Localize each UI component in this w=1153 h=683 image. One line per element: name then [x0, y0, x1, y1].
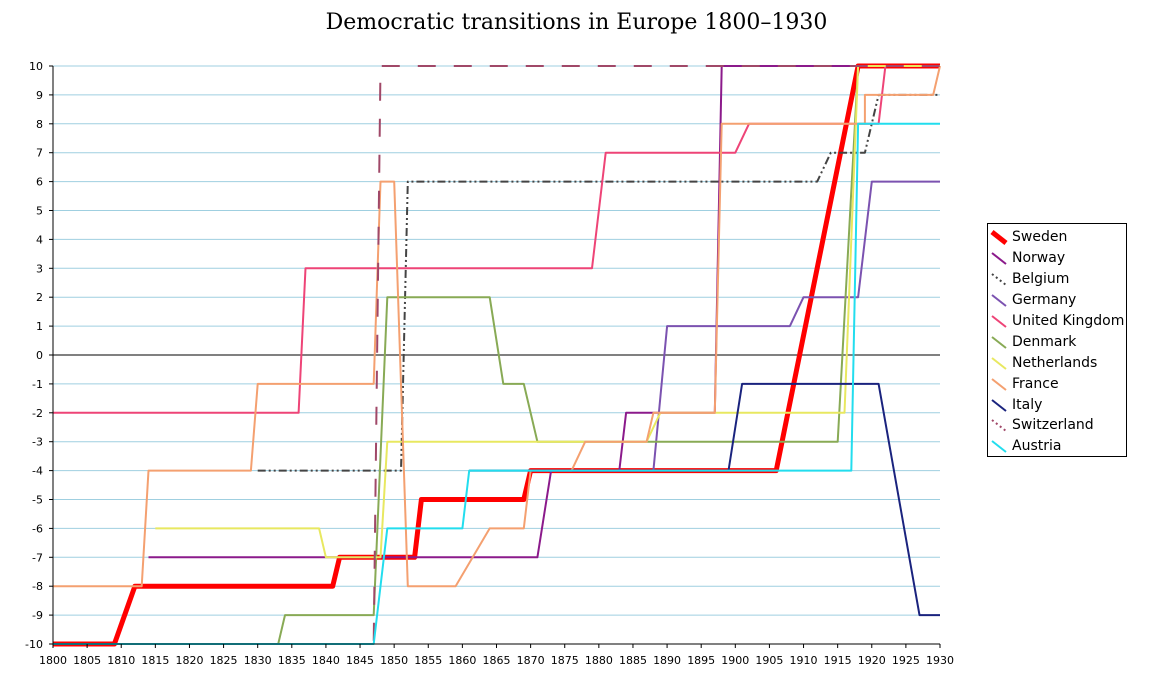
x-tick-label: 1900 — [721, 654, 749, 667]
legend-swatch — [991, 315, 1007, 328]
y-tick-label: 9 — [36, 89, 43, 102]
legend-swatch — [991, 419, 1007, 433]
legend-label: Norway — [1012, 250, 1066, 267]
y-tick-label: -3 — [32, 436, 43, 449]
series-line-denmark — [277, 65, 940, 645]
legend-label: France — [1012, 375, 1059, 392]
y-tick-label: 8 — [36, 118, 43, 131]
series-line-netherlands — [155, 65, 940, 559]
y-tick-label: -6 — [32, 522, 43, 535]
x-tick-label: 1820 — [175, 654, 203, 667]
y-tick-label: -4 — [32, 465, 43, 478]
series-line-united-kingdom — [53, 65, 940, 414]
legend-label: Belgium — [1012, 271, 1070, 288]
x-tick-label: 1880 — [585, 654, 613, 667]
y-tick-label: 4 — [36, 233, 43, 246]
series-line-austria — [53, 122, 940, 645]
x-tick-label: 1870 — [517, 654, 545, 667]
x-tick-label: 1895 — [687, 654, 715, 667]
legend-label: Switzerland — [1012, 417, 1094, 434]
series-line-norway — [148, 65, 940, 559]
x-tick-label: 1840 — [312, 654, 340, 667]
x-tick-label: 1860 — [448, 654, 476, 667]
legend-entry: Switzerland — [988, 415, 1126, 436]
chart-title: Democratic transitions in Europe 1800–19… — [325, 10, 828, 35]
legend-swatch — [991, 252, 1007, 266]
legend-label: Netherlands — [1012, 354, 1098, 371]
x-tick-label: 1805 — [73, 654, 101, 667]
x-tick-label: 1915 — [824, 654, 852, 667]
legend-swatch — [991, 273, 1007, 287]
legend-label: Austria — [1012, 438, 1062, 455]
x-tick-label: 1825 — [210, 654, 238, 667]
legend-swatch — [991, 294, 1007, 307]
legend-entry: Denmark — [988, 331, 1126, 352]
x-tick-label: 1910 — [790, 654, 818, 667]
y-tick-label: 0 — [36, 349, 43, 362]
series-line-belgium — [257, 93, 940, 472]
legend-entry: Norway — [988, 248, 1126, 269]
x-tick-label: 1925 — [892, 654, 920, 667]
legend-label: Denmark — [1012, 333, 1077, 350]
legend-swatch — [991, 356, 1007, 370]
y-tick-label: 6 — [36, 176, 43, 189]
y-tick-label: 2 — [36, 291, 43, 304]
legend-label: Sweden — [1012, 229, 1068, 246]
x-tick-label: 1875 — [551, 654, 579, 667]
legend-entry: Sweden — [988, 227, 1126, 248]
x-tick-label: 1885 — [619, 654, 647, 667]
y-tick-label: 10 — [29, 60, 43, 73]
y-tick-label: -7 — [32, 551, 43, 564]
legend-swatch — [991, 377, 1007, 391]
legend-label: Italy — [1012, 396, 1043, 413]
x-tick-label: 1905 — [755, 654, 783, 667]
x-tick-label: 1800 — [39, 654, 67, 667]
legend-entry: France — [988, 373, 1126, 394]
y-tick-label: -9 — [32, 609, 43, 622]
x-tick-label: 1890 — [653, 654, 681, 667]
y-tick-label: -10 — [25, 638, 43, 651]
y-tick-label: -5 — [32, 494, 43, 507]
legend-entry: Netherlands — [988, 352, 1126, 373]
legend-swatch — [991, 440, 1007, 454]
legend-entry: Austria — [988, 436, 1126, 457]
x-tick-label: 1850 — [380, 654, 408, 667]
legend-entry: Belgium — [988, 269, 1126, 290]
x-tick-label: 1930 — [926, 654, 954, 667]
legend-entry: United Kingdom — [988, 311, 1126, 332]
legend-swatch — [991, 398, 1007, 412]
legend: Sweden Norway Belgium Germany United Kingdom… — [987, 223, 1127, 457]
legend-swatch — [991, 336, 1007, 349]
x-tick-label: 1855 — [414, 654, 442, 667]
x-tick-label: 1815 — [141, 654, 169, 667]
x-tick-label: 1835 — [278, 654, 306, 667]
y-tick-label: 5 — [36, 205, 43, 218]
y-tick-label: 3 — [36, 262, 43, 275]
x-tick-label: 1920 — [858, 654, 886, 667]
legend-label: United Kingdom — [1012, 313, 1125, 329]
legend-label: Germany — [1012, 292, 1077, 309]
x-tick-label: 1810 — [107, 654, 135, 667]
x-tick-label: 1845 — [346, 654, 374, 667]
series-line-france — [53, 65, 941, 588]
y-tick-label: -8 — [32, 580, 43, 593]
series-line-germany — [537, 180, 940, 472]
legend-entry: Germany — [988, 290, 1126, 311]
y-tick-label: -2 — [32, 407, 43, 420]
y-tick-label: 7 — [36, 147, 43, 160]
x-tick-label: 1830 — [244, 654, 272, 667]
legend-swatch — [990, 230, 1008, 246]
legend-entry: Italy — [988, 394, 1126, 415]
y-tick-label: 1 — [36, 320, 43, 333]
y-tick-label: -1 — [32, 378, 43, 391]
x-tick-label: 1865 — [483, 654, 511, 667]
